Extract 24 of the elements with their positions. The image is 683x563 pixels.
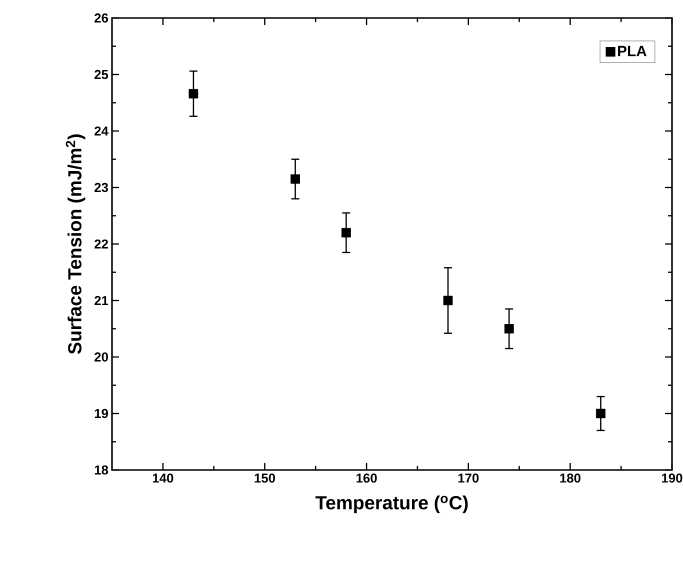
y-tick-label: 18 (94, 465, 108, 475)
x-tick-label: 170 (458, 474, 479, 483)
x-tick-label: 190 (662, 474, 682, 483)
x-tick-label: 160 (356, 474, 377, 483)
point (596, 408, 606, 418)
y-tick-label: 23 (94, 182, 108, 192)
point (341, 228, 351, 238)
y-tick-label: 22 (94, 239, 108, 249)
x-axis-title: Temperature ($^{o}$C) (316, 496, 468, 514)
x-tick-label: 150 (254, 474, 275, 483)
y-tick-label: 20 (94, 352, 108, 362)
x-tick-label: 140 (152, 474, 174, 483)
legend-label: PLA (618, 46, 647, 56)
y-tick-label: 25 (94, 70, 108, 80)
point (188, 89, 198, 98)
point (504, 324, 514, 334)
y-tick-label: 19 (94, 408, 108, 418)
point (290, 174, 300, 184)
y-axis-title: Surface Tension (mJ/m$^{2}$) (66, 134, 86, 354)
x-tick-label: 180 (560, 474, 580, 483)
y-tick-label: 21 (94, 296, 108, 306)
y-tick-label: 24 (94, 126, 108, 136)
y-tick-label: 26 (94, 13, 108, 23)
point (443, 296, 453, 306)
